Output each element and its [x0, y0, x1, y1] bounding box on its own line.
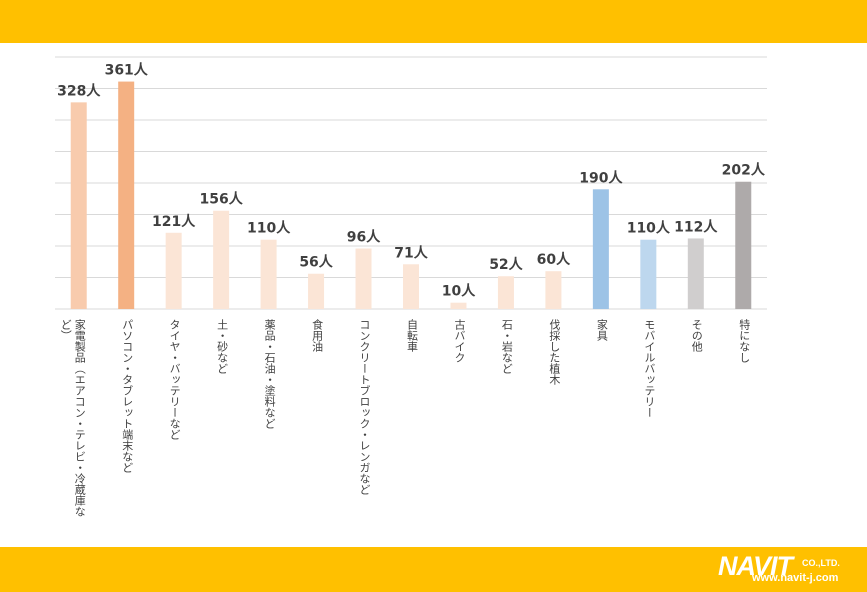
category-label-10: 石・岩など — [500, 319, 513, 374]
bar-9 — [450, 302, 467, 309]
data-label-1: 328人 — [57, 82, 101, 99]
category-label-11: 伐採した植木 — [548, 319, 561, 386]
logo-name: NAVIT — [718, 551, 793, 581]
category-label-12: 家具 — [595, 318, 608, 341]
data-label-8: 71人 — [394, 244, 428, 261]
bar-1 — [70, 102, 87, 309]
category-label-6: 食用油 — [311, 318, 324, 352]
category-label-3: タイヤ・バッテリーなど — [168, 319, 181, 440]
bar-6 — [308, 273, 325, 309]
data-label-2: 361人 — [105, 62, 149, 79]
data-label-3: 121人 — [152, 213, 196, 230]
category-label-14: その他 — [690, 319, 703, 352]
data-label-9: 10人 — [442, 283, 476, 300]
bar-14 — [687, 238, 704, 309]
bar-5 — [260, 239, 277, 309]
bar-11 — [545, 271, 562, 309]
data-label-10: 52人 — [489, 256, 523, 273]
navit-logo: NAVIT CO.,LTD. www.navit-j.com — [718, 553, 860, 587]
data-label-6: 56人 — [299, 254, 333, 271]
category-label-15: 特になし — [738, 318, 751, 363]
data-label-12: 190人 — [579, 169, 623, 186]
bar-15 — [735, 181, 752, 309]
data-label-7: 96人 — [347, 229, 381, 246]
category-label-7: コンクリートブロック・レンガなど — [358, 319, 371, 495]
bar-3 — [165, 232, 182, 309]
category-label-1: 家電製品（エアコン・テレビ・冷蔵庫な — [73, 318, 86, 517]
bar-13 — [640, 239, 657, 309]
data-label-11: 60人 — [537, 251, 571, 268]
category-label-2: パソコン・タブレット端末など — [121, 319, 134, 473]
bar-8 — [403, 264, 419, 309]
data-label-14: 112人 — [674, 218, 718, 235]
data-label-4: 156人 — [200, 191, 244, 208]
bar-4 — [213, 210, 230, 309]
data-label-5: 110人 — [247, 220, 291, 237]
bar-7 — [355, 248, 372, 309]
category-label-4: 土・砂など — [216, 319, 229, 374]
data-label-13: 110人 — [627, 220, 671, 237]
bar-12 — [592, 189, 609, 309]
category-label-5: 薬品・石油・塗料など — [263, 319, 276, 429]
bar-10 — [497, 276, 514, 309]
data-label-15: 202人 — [722, 162, 766, 179]
bottom-band — [0, 547, 867, 592]
logo-suffix: CO.,LTD. — [802, 558, 840, 568]
bar-2 — [118, 81, 135, 309]
logo-url: www.navit-j.com — [752, 572, 839, 584]
category-label-1: ど） — [59, 319, 72, 341]
category-label-13: モバイルバッテリー — [643, 319, 656, 418]
category-label-8: 自転車 — [406, 319, 419, 353]
category-label-9: 古バイク — [453, 319, 466, 363]
top-band — [0, 0, 867, 43]
